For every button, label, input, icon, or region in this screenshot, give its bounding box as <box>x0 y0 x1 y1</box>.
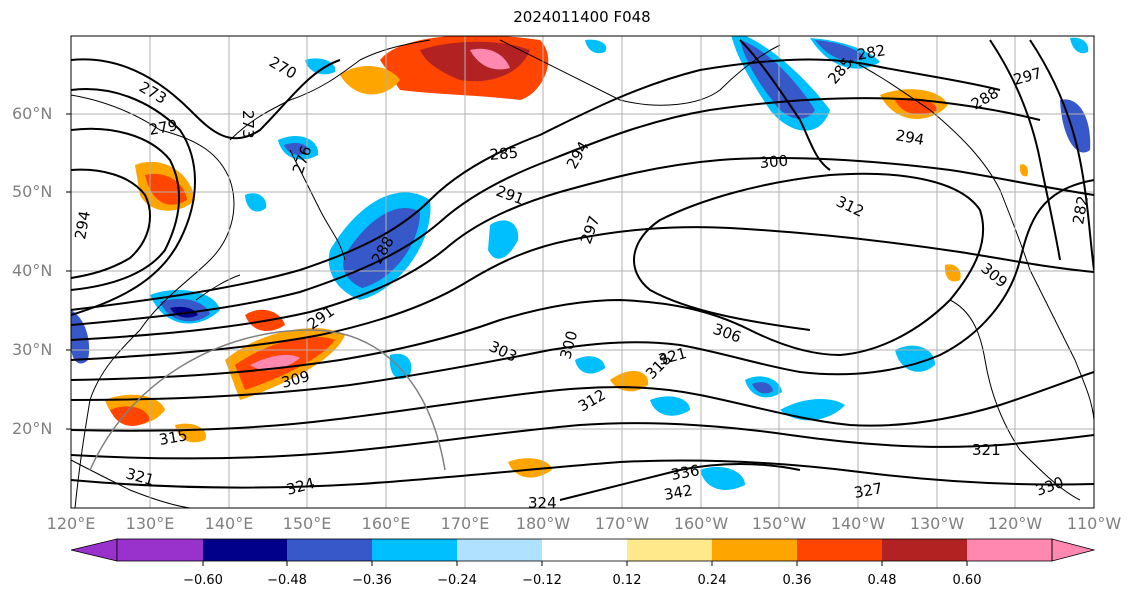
lon-label: 150°W <box>751 514 807 533</box>
lon-label: 140°W <box>830 514 886 533</box>
colorbar-extend-high <box>1051 538 1096 562</box>
contour-label: 294 <box>894 126 925 149</box>
gridlines <box>71 36 1094 508</box>
lat-label: 20°N <box>12 419 53 438</box>
colorbar-tick-label: −0.60 <box>183 573 223 588</box>
colorbar-swatch <box>882 539 967 561</box>
colorbar-frame <box>116 538 1053 562</box>
contour-label: 279 <box>148 116 179 139</box>
lon-label: 130°W <box>909 514 965 533</box>
lat-label: 30°N <box>12 340 53 359</box>
contour-label: 336 <box>670 461 701 484</box>
colorbar-swatch <box>712 539 797 561</box>
lon-label: 110°W <box>1066 514 1122 533</box>
map-frame <box>70 35 1095 509</box>
colorbar-tick-label: 0.36 <box>782 573 812 588</box>
lon-label: 170°E <box>440 514 490 533</box>
colorbar <box>70 538 1096 566</box>
colorbar-swatch <box>542 539 627 561</box>
lon-label: 150°E <box>282 514 332 533</box>
colorbar-tick-label: 0.12 <box>612 573 642 588</box>
contour-label: 327 <box>853 479 884 502</box>
colorbar-swatch <box>457 539 542 561</box>
contour-label: 282 <box>1069 194 1092 225</box>
colorbar-swatch <box>627 539 712 561</box>
colorbar-swatch <box>797 539 882 561</box>
lat-label: 60°N <box>12 104 53 123</box>
contour-label: 282 <box>856 41 887 64</box>
map-content: 273 273 270 279 276 294 285 291 282 288 … <box>71 36 1094 512</box>
lon-label: 160°W <box>673 514 729 533</box>
contour-label: 300 <box>759 152 789 172</box>
reference-circle <box>89 329 446 471</box>
lon-label: 120°E <box>46 514 96 533</box>
lon-label: 120°W <box>987 514 1043 533</box>
colorbar-tick-label: 0.60 <box>952 573 982 588</box>
lat-ticks <box>66 113 71 430</box>
lat-label: 50°N <box>12 182 53 201</box>
colorbar-swatch <box>287 539 372 561</box>
lon-label: 180°W <box>515 514 571 533</box>
colorbar-tick-label: 0.24 <box>697 573 727 588</box>
lon-label: 140°E <box>204 514 254 533</box>
colorbar-tick-label: −0.24 <box>437 573 477 588</box>
colorbar-swatch <box>967 539 1052 561</box>
colorbar-tick-label: 0.48 <box>867 573 897 588</box>
colorbar-swatch <box>117 539 203 561</box>
colorbar-ticks <box>202 561 968 566</box>
lon-label: 160°E <box>361 514 411 533</box>
colorbar-tick-label: −0.12 <box>522 573 562 588</box>
contour-label: 285 <box>489 144 519 164</box>
contour-label: 315 <box>158 426 189 449</box>
contour-lines <box>71 39 1094 501</box>
contour-label: 342 <box>663 481 694 504</box>
colorbar-swatch <box>203 539 287 561</box>
lat-label: 40°N <box>12 261 53 280</box>
contour-label: 324 <box>528 494 557 512</box>
colorbar-tick-label: −0.36 <box>352 573 392 588</box>
colorbar-extend-low <box>70 538 118 562</box>
contour-label: 321 <box>972 441 1001 459</box>
colorbar-swatch <box>372 539 457 561</box>
lon-label: 130°E <box>125 514 175 533</box>
colorbar-tick-label: −0.48 <box>267 573 307 588</box>
contour-label: 294 <box>71 209 94 240</box>
figure-title: 2024011400 F048 <box>513 8 651 26</box>
lon-label: 170°W <box>594 514 650 533</box>
contour-label: 273 <box>239 110 257 139</box>
